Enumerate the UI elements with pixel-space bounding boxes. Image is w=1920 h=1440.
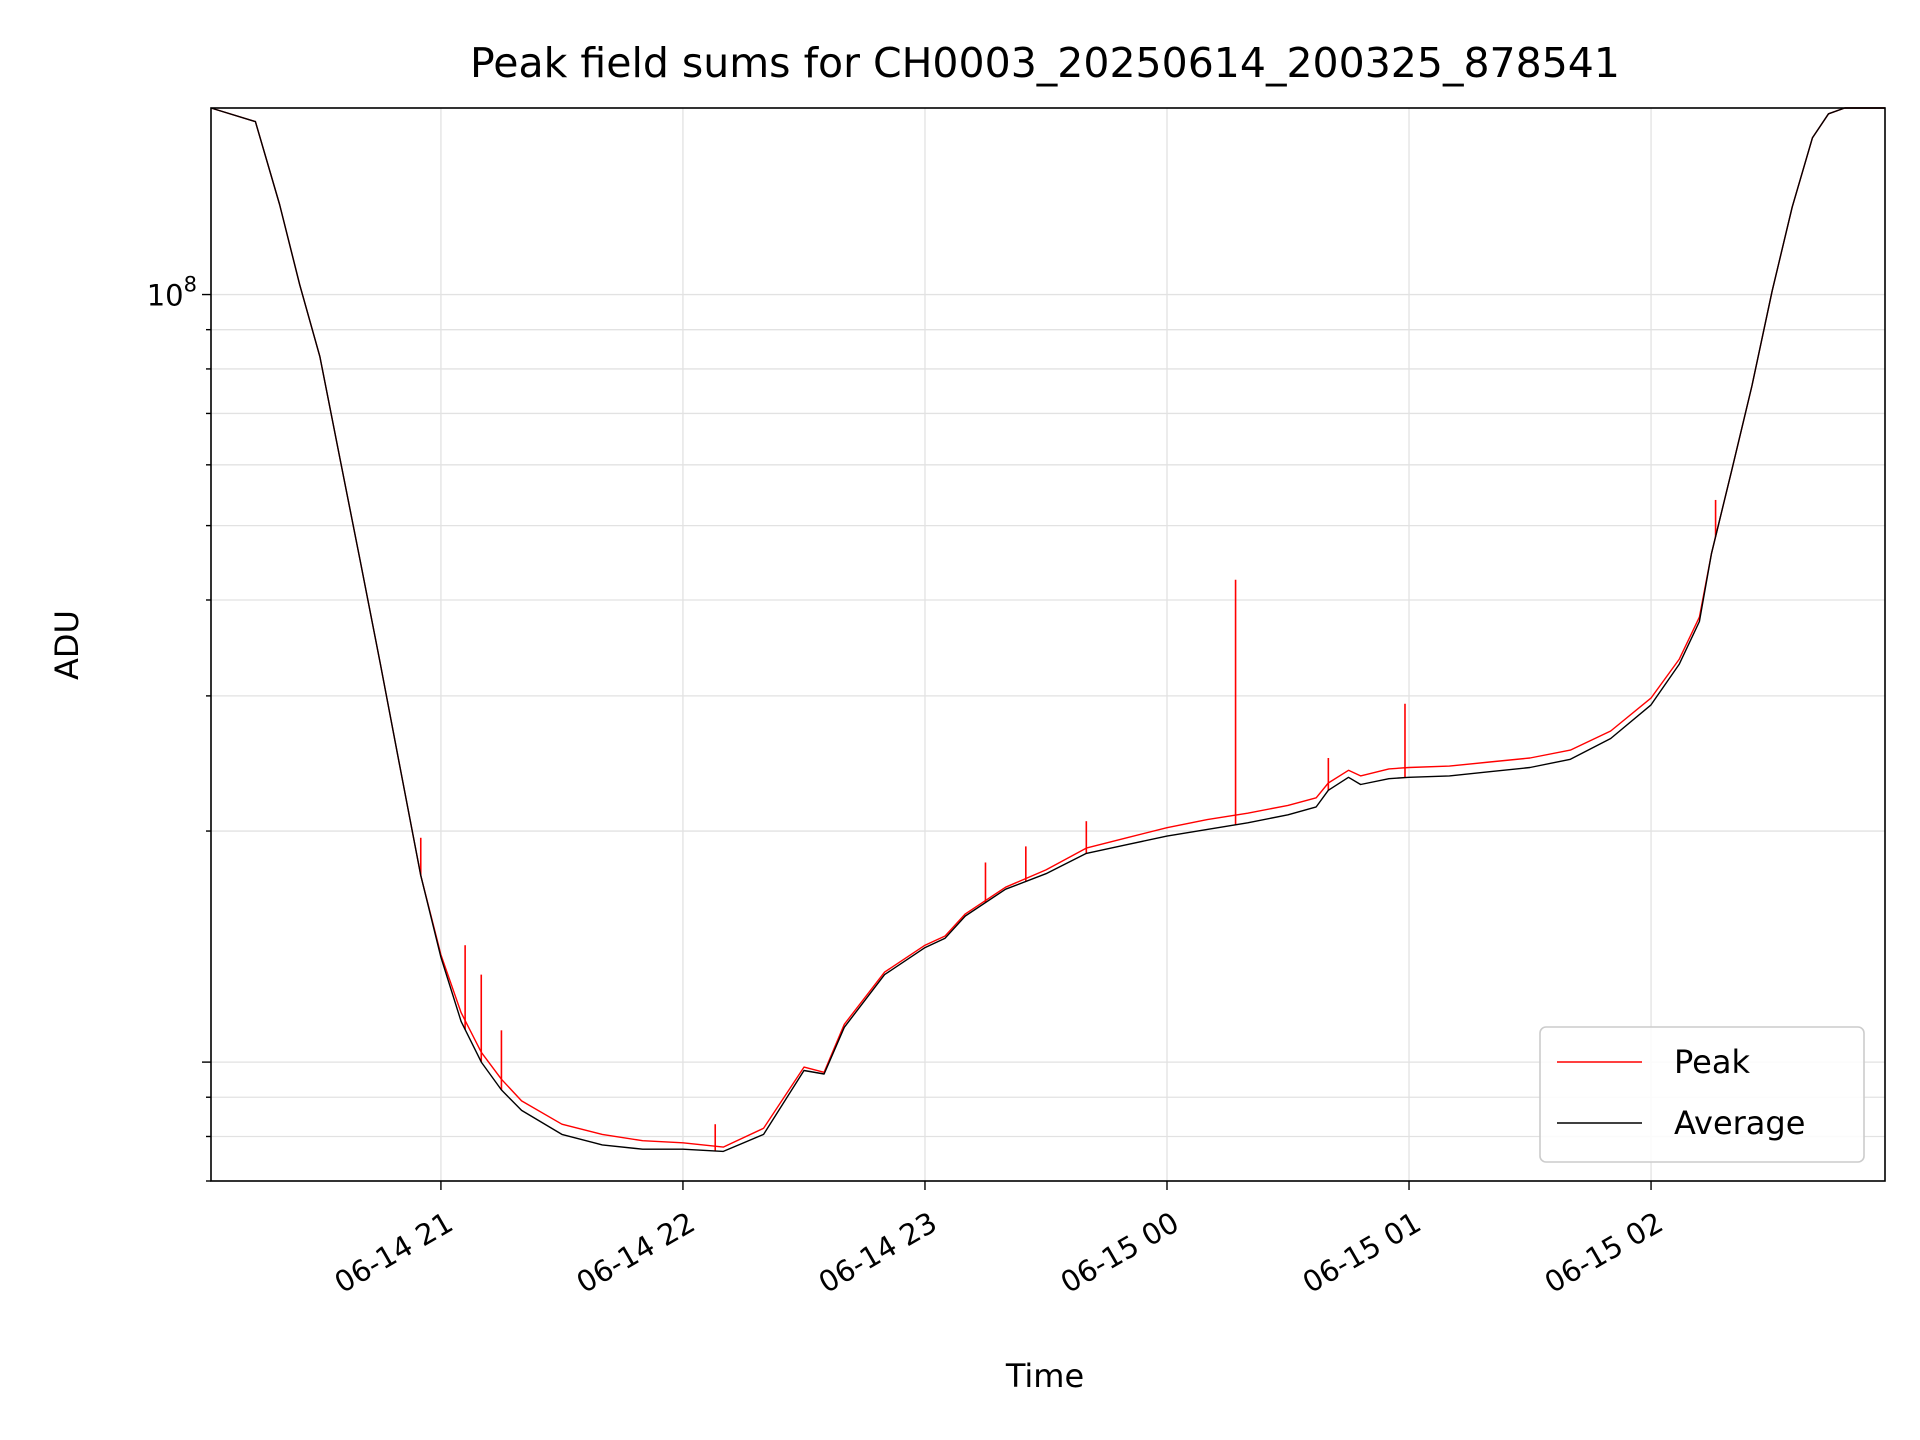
peak-spikes xyxy=(419,499,1717,1151)
x-axis-label: Time xyxy=(1005,1357,1084,1395)
legend-box xyxy=(1539,1026,1865,1163)
series-line-average xyxy=(210,107,1885,1153)
y-axis-label: ADU xyxy=(48,610,86,680)
series-lines xyxy=(210,107,1885,1153)
chart-title: Peak field sums for CH0003_20250614_2003… xyxy=(470,39,1620,87)
legend-label-average: Average xyxy=(1674,1104,1805,1142)
y-tick-label: 108 xyxy=(147,273,197,313)
y-tick-label-base: 10 xyxy=(147,279,184,313)
legend-label-peak: Peak xyxy=(1674,1043,1750,1081)
plot-frame xyxy=(210,107,1886,1182)
legend: Peak Average xyxy=(1539,1026,1865,1163)
y-axis: 108 xyxy=(147,273,211,1182)
y-tick-label-exponent: 8 xyxy=(184,273,197,297)
